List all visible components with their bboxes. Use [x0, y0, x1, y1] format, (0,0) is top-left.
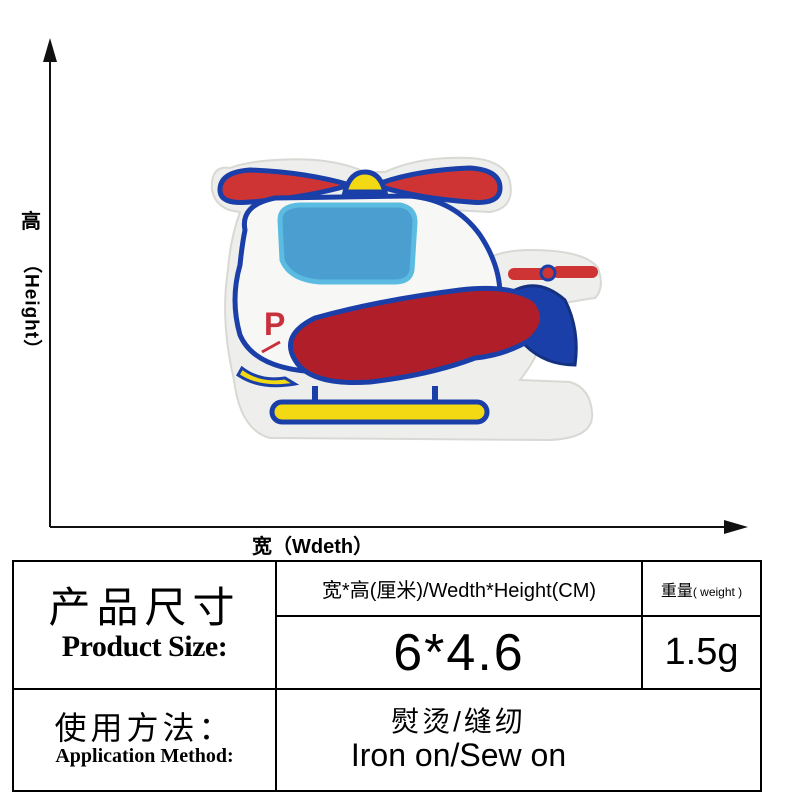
application-method-label-cell: 使用方法： Application Method: [12, 688, 277, 792]
width-arrow-icon [724, 520, 748, 534]
width-axis-label: 宽（Wdeth） [252, 536, 374, 558]
tail-rotor-right [552, 266, 598, 278]
rotor-hub [341, 169, 389, 195]
product-spec-table: 产品尺寸 Product Size: 宽*高(厘米)/Wedth*Height(… [12, 560, 762, 792]
tail-rotor-hub [539, 264, 557, 282]
helicopter-patch-image: P [210, 156, 602, 442]
landing-skid [269, 399, 490, 425]
application-method-value-cell: 熨烫/缝纫 Iron on/Sew on [275, 688, 762, 792]
product-size-en: Product Size: [61, 630, 228, 664]
dimension-axes [43, 38, 748, 534]
height-label-cn: 高 [21, 211, 41, 233]
weight-value: 1.5g [641, 615, 762, 690]
application-method-cn: 使用方法： [54, 708, 235, 747]
patch-letter-p: P [264, 306, 285, 342]
tail-rotor-left [508, 268, 548, 280]
skid-strut-front [312, 386, 318, 408]
height-axis-label: 高 （Height） [14, 212, 48, 359]
method-cn: 熨烫/缝纫 [391, 706, 526, 737]
cabin-window [277, 202, 418, 285]
application-method-en: Application Method: [55, 745, 234, 768]
weight-header-en: ( weight ) [692, 584, 743, 599]
patch-letter-line [261, 340, 281, 354]
height-arrow-icon [43, 38, 57, 62]
product-size-cn: 产品尺寸 [48, 582, 241, 632]
dimensions-header: 宽*高(厘米)/Wedth*Height(CM) [275, 560, 643, 617]
dimensions-value: 6*4.6 [275, 615, 643, 690]
front-skid [236, 365, 300, 388]
height-label-en: （Height） [20, 254, 42, 360]
skid-strut-back [432, 386, 438, 408]
product-size-label-cell: 产品尺寸 Product Size: [12, 560, 277, 690]
weight-header-cn: 重量 [660, 582, 693, 600]
method-en: Iron on/Sew on [350, 736, 567, 773]
tail-boom [288, 285, 545, 385]
weight-header: 重量( weight ) [641, 560, 762, 617]
